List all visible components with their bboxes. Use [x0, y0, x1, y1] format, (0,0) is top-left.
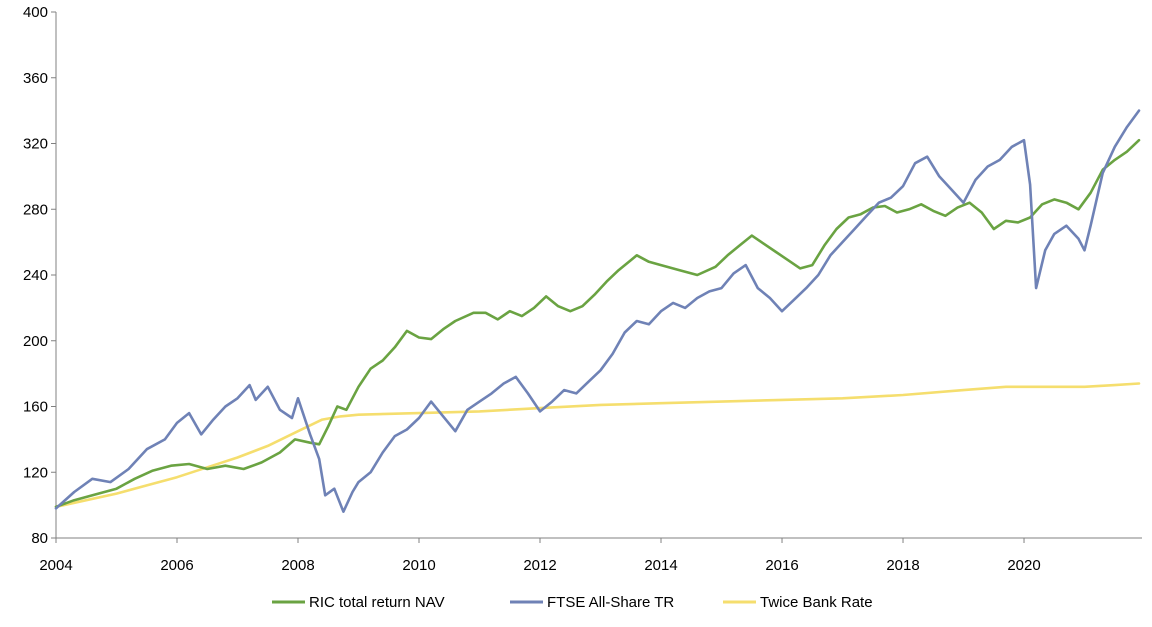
y-tick-label: 400 — [23, 4, 48, 21]
y-tick-label: 360 — [23, 70, 48, 87]
y-tick-label: 80 — [31, 530, 48, 547]
y-tick-label: 120 — [23, 464, 48, 481]
y-axis-ticks: 80 120 160 200 240 280 320 360 400 — [23, 4, 56, 547]
series-line-ric-total-return-nav — [54, 138, 1141, 509]
series-lines — [54, 109, 1141, 513]
y-tick-label: 240 — [23, 267, 48, 284]
x-tick-label: 2008 — [281, 557, 314, 574]
legend: RIC total return NAV FTSE All-Share TR Twi… — [272, 594, 873, 611]
x-tick-label: 2010 — [402, 557, 435, 574]
y-tick-label: 320 — [23, 136, 48, 153]
x-tick-label: 2004 — [39, 557, 72, 574]
legend-label-ric-total-return-nav: RIC total return NAV — [309, 594, 445, 611]
series-line-ftse-all-share-tr — [54, 109, 1141, 513]
x-tick-label: 2012 — [523, 557, 556, 574]
legend-label-ftse-all-share-tr: FTSE All-Share TR — [547, 594, 674, 611]
x-axis-ticks: 2004 2006 2008 2010 2012 2014 2016 2018 2020 — [39, 538, 1041, 574]
x-tick-label: 2014 — [644, 557, 677, 574]
series-line-twice-bank-rate — [54, 382, 1141, 509]
y-tick-label: 160 — [23, 399, 48, 416]
x-tick-label: 2018 — [886, 557, 919, 574]
x-tick-label: 2020 — [1007, 557, 1040, 574]
y-tick-label: 200 — [23, 333, 48, 350]
x-tick-label: 2006 — [160, 557, 193, 574]
legend-label-twice-bank-rate: Twice Bank Rate — [760, 594, 873, 611]
y-tick-label: 280 — [23, 201, 48, 218]
x-tick-label: 2016 — [765, 557, 798, 574]
